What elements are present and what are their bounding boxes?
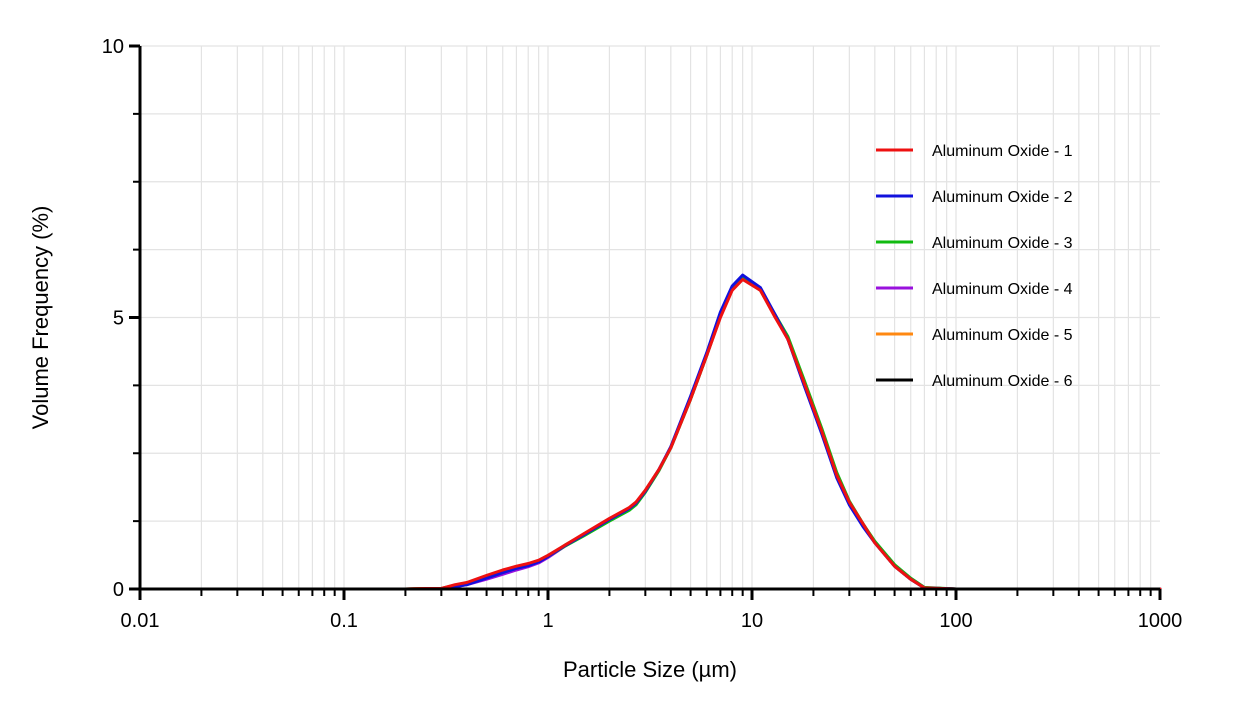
x-tick-label: 0.01: [121, 610, 160, 632]
y-tick-label: 5: [113, 308, 124, 330]
y-axis-title: Volume Frequency (%): [28, 206, 53, 430]
legend: Aluminum Oxide - 1 Aluminum Oxide - 2 Alum…: [876, 143, 1073, 390]
axis-ticks: 0.01 0.1 1 10 100 1000 0 5 10: [102, 36, 1183, 632]
x-axis-title: Particle Size (µm): [563, 657, 737, 682]
grid-lines: [140, 45, 1160, 589]
y-tick-label: 0: [113, 579, 124, 601]
x-tick-label: 1000: [1138, 610, 1183, 632]
legend-label: Aluminum Oxide - 4: [932, 281, 1073, 298]
legend-label: Aluminum Oxide - 5: [932, 327, 1073, 344]
series-line-1: [342, 278, 1162, 591]
x-tick-label: 0.1: [330, 610, 358, 632]
legend-label: Aluminum Oxide - 3: [932, 235, 1073, 252]
legend-label: Aluminum Oxide - 1: [932, 143, 1073, 160]
x-tick-label: 100: [939, 610, 972, 632]
series-lines: [342, 273, 1162, 591]
y-tick-label: 10: [102, 36, 124, 58]
legend-label: Aluminum Oxide - 2: [932, 189, 1073, 206]
x-tick-label: 10: [741, 610, 763, 632]
legend-label: Aluminum Oxide - 6: [932, 373, 1073, 390]
x-tick-label: 1: [542, 610, 553, 632]
